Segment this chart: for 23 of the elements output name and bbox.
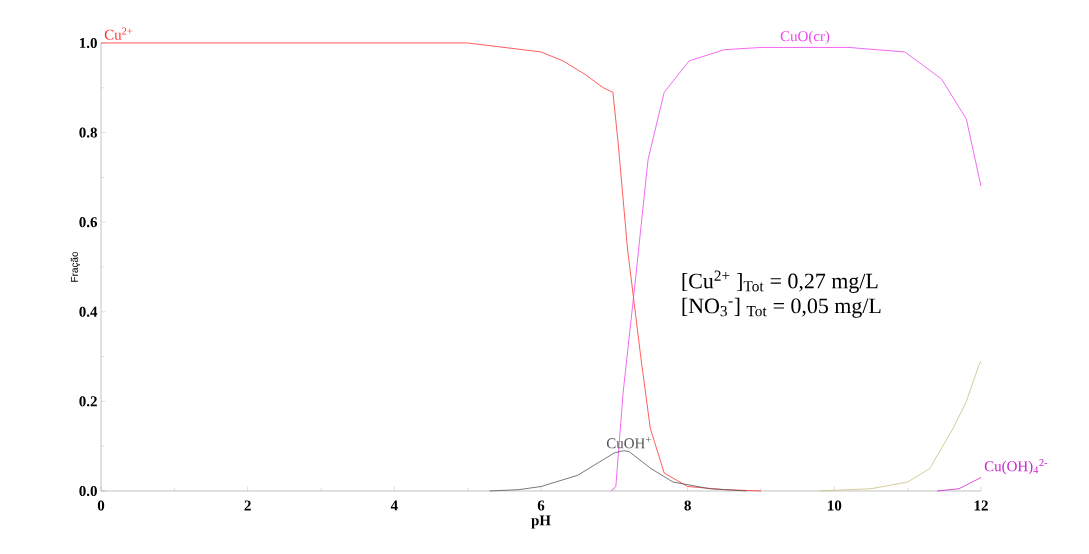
x-tick-label: 12 — [974, 500, 988, 511]
x-tick-label: 4 — [390, 500, 398, 511]
y-tick-label: 0.8 — [79, 127, 97, 138]
line-series — [489, 450, 747, 492]
y-tick-label: 0.0 — [79, 485, 97, 497]
y-tick-label: 0.2 — [79, 396, 97, 407]
line-series — [819, 360, 982, 492]
y-tick-label: 0.4 — [79, 306, 98, 317]
x-tick-label: 8 — [684, 500, 691, 511]
x-tick-label: 0 — [97, 500, 105, 511]
x-axis-title: pH — [531, 515, 551, 529]
y-tick-label: 0.6 — [79, 217, 98, 228]
series-label: Cu$^{2+}$ — [104, 27, 133, 40]
x-tick-label: 10 — [828, 500, 842, 511]
series-label: CuO(cr) — [780, 30, 830, 45]
y-tick-label: 1.0 — [80, 37, 97, 49]
x-tick-label: 2 — [244, 500, 251, 511]
annotation: [NO$_{3}$$^{-}$] $_{Tot}$ = 0,05 mg/L — [682, 297, 881, 318]
x-tick-label: 6 — [537, 500, 545, 511]
y-axis-title: Fração — [70, 251, 80, 282]
series-label: CuOH$^{+}$ — [606, 437, 651, 449]
series-label: Cu(OH)$_{4}$2- — [984, 459, 1048, 475]
annotation: [Cu$^{2+}$ ]$_{Tot}$ = 0,27 mg/L — [682, 270, 878, 293]
